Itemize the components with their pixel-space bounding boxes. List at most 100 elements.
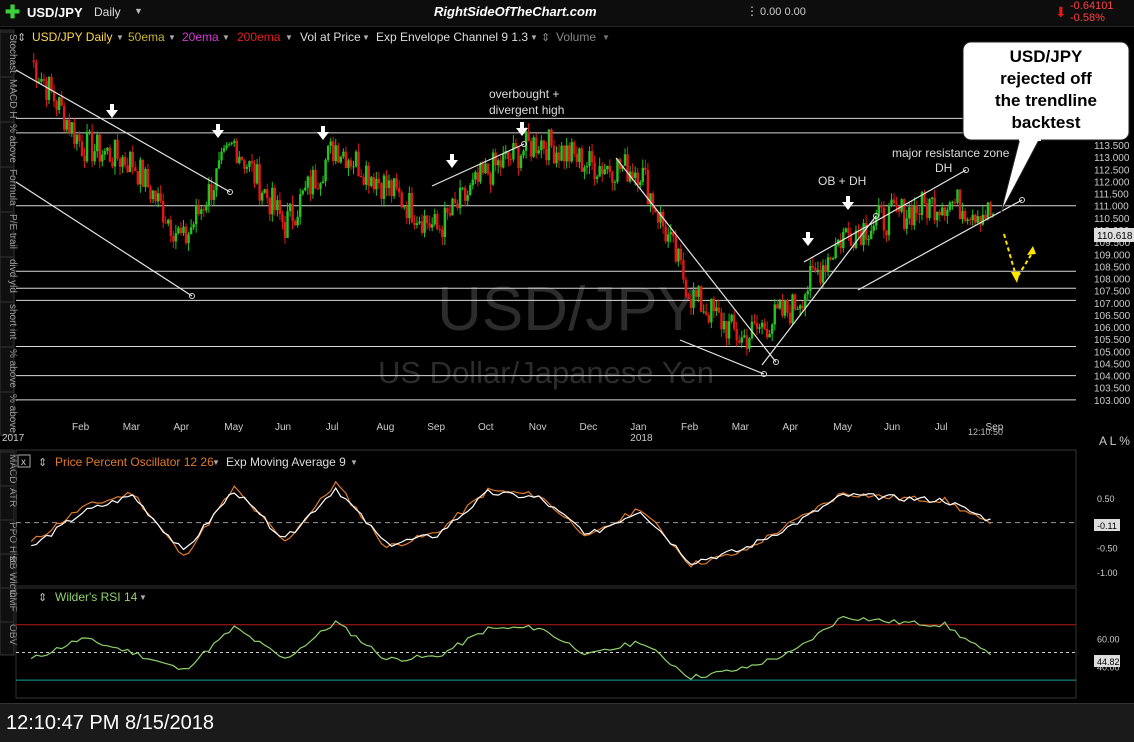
trendline-handle[interactable] bbox=[1019, 197, 1025, 203]
ema20-dropdown-icon[interactable]: ▼ bbox=[222, 33, 230, 42]
symbol-dropdown-icon[interactable]: ▼ bbox=[116, 33, 124, 42]
candle-body bbox=[801, 305, 804, 309]
volume-label[interactable]: Volume bbox=[556, 30, 596, 44]
candle-body bbox=[776, 304, 779, 309]
candle-body bbox=[928, 199, 931, 219]
candle-body bbox=[613, 181, 617, 183]
candle-body bbox=[123, 157, 127, 166]
candle-body bbox=[329, 141, 332, 146]
candle-body bbox=[641, 167, 645, 182]
candle-body bbox=[616, 158, 619, 182]
side-tab[interactable]: % above bbox=[7, 124, 18, 163]
candle-body bbox=[413, 222, 416, 226]
candle-body bbox=[529, 141, 533, 157]
volume-dropdown-icon[interactable]: ▼ bbox=[602, 33, 610, 42]
side-tab[interactable]: MACD H bbox=[7, 79, 18, 118]
down-arrow-head bbox=[446, 160, 458, 168]
ppo-title[interactable]: Price Percent Oscillator 12 26 bbox=[55, 455, 214, 469]
candle-body bbox=[98, 134, 101, 162]
candle-body bbox=[489, 173, 492, 185]
candle-body bbox=[253, 163, 256, 184]
trendline-handle[interactable] bbox=[773, 359, 779, 365]
interval-label[interactable]: Daily bbox=[94, 5, 121, 19]
trendline bbox=[15, 69, 231, 193]
candle-body bbox=[151, 190, 155, 200]
vol-label[interactable]: Vol at Price bbox=[300, 30, 361, 44]
ppo-dropdown-icon[interactable]: ▼ bbox=[212, 458, 220, 467]
annotation-dh: DH bbox=[935, 161, 952, 175]
candle-body bbox=[933, 197, 936, 221]
ppo-smoothing-dropdown-icon[interactable]: ▼ bbox=[350, 458, 358, 467]
candle-body bbox=[240, 156, 244, 160]
candle-body bbox=[535, 137, 538, 154]
trendline-handle[interactable] bbox=[873, 213, 879, 219]
candle-body bbox=[286, 211, 289, 238]
rsi-dropdown-icon[interactable]: ▼ bbox=[139, 593, 147, 602]
side-tab[interactable]: % above bbox=[7, 349, 18, 388]
candle-body bbox=[748, 338, 751, 349]
lower-tab[interactable]: ATR bbox=[7, 488, 18, 507]
add-symbol-icon[interactable]: ✚ bbox=[5, 2, 21, 22]
candle-body bbox=[735, 328, 738, 341]
side-tab-strip[interactable]: Stochast MACD H % above Formula P/E trail div… bbox=[0, 29, 18, 436]
side-tab[interactable]: short int bbox=[7, 304, 18, 340]
candle-body bbox=[169, 219, 172, 237]
candle-body bbox=[755, 323, 759, 329]
candle-body bbox=[791, 294, 794, 324]
main-symbol-label[interactable]: USD/JPY Daily bbox=[32, 30, 112, 44]
chart-svg: Stochast MACD H % above Formula P/E trail div… bbox=[0, 29, 1134, 699]
lower-tab[interactable]: OBV bbox=[7, 624, 18, 645]
scale-toggle[interactable]: A L % bbox=[1099, 434, 1130, 448]
ema20-label[interactable]: 20ema bbox=[182, 30, 219, 44]
ppo-smoothing[interactable]: Exp Moving Average 9 bbox=[226, 455, 346, 469]
menu-dots-icon[interactable]: ⋮ bbox=[746, 4, 758, 18]
candle-body bbox=[502, 153, 505, 168]
annotation-divergent: divergent high bbox=[489, 103, 564, 117]
ema200-dropdown-icon[interactable]: ▼ bbox=[285, 33, 293, 42]
candle-body bbox=[128, 151, 132, 173]
trendline-handle[interactable] bbox=[521, 141, 527, 147]
annotation-obdh: OB + DH bbox=[818, 174, 866, 188]
trendline-handle[interactable] bbox=[227, 189, 233, 195]
candle-body bbox=[968, 219, 972, 221]
candle-body bbox=[798, 305, 802, 309]
down-arrow-head bbox=[212, 130, 224, 138]
candle-body bbox=[974, 214, 977, 223]
envelope-label[interactable]: Exp Envelope Channel 9 1.3 bbox=[376, 30, 528, 44]
trendline-handle[interactable] bbox=[189, 293, 195, 299]
side-tab[interactable]: Stochast bbox=[7, 34, 18, 73]
trendline-handle[interactable] bbox=[761, 371, 767, 377]
lower-tab[interactable]: CMF bbox=[7, 590, 18, 612]
candle-body bbox=[235, 140, 238, 163]
lower-tab[interactable]: PPO Hist bbox=[7, 522, 18, 563]
lower-tab[interactable]: BB Width bbox=[7, 556, 18, 598]
candle-body bbox=[451, 198, 454, 216]
candle-body bbox=[585, 166, 589, 168]
side-tab[interactable]: P/E trail bbox=[7, 214, 18, 249]
side-tab[interactable]: % above bbox=[7, 394, 18, 433]
candle-body bbox=[717, 307, 721, 313]
vol-dropdown-icon[interactable]: ▼ bbox=[362, 33, 370, 42]
side-tab[interactable]: divd yld bbox=[7, 259, 18, 293]
side-tab[interactable]: Formula bbox=[7, 169, 18, 206]
volume-handle-icon[interactable]: ⇕ bbox=[541, 32, 550, 44]
rsi-handle-icon[interactable]: ⇕ bbox=[38, 592, 47, 604]
candle-body bbox=[309, 176, 312, 195]
ema50-label[interactable]: 50ema bbox=[128, 30, 165, 44]
interval-dropdown-icon[interactable]: ▼ bbox=[134, 6, 143, 16]
trendline-handle[interactable] bbox=[963, 167, 969, 173]
candle-body bbox=[918, 213, 921, 215]
rsi-title[interactable]: Wilder's RSI 14 bbox=[55, 590, 138, 604]
ema50-dropdown-icon[interactable]: ▼ bbox=[168, 33, 176, 42]
ema200-label[interactable]: 200ema bbox=[237, 30, 281, 44]
panel-handle-icon[interactable]: ⇕ bbox=[17, 32, 26, 44]
lower-tab[interactable]: MACD bbox=[7, 454, 18, 483]
candle-body bbox=[712, 298, 716, 312]
ppo-close-icon[interactable] bbox=[17, 454, 31, 468]
ppo-handle-icon[interactable]: ⇕ bbox=[38, 457, 47, 469]
candle-body bbox=[463, 187, 467, 201]
envelope-dropdown-icon[interactable]: ▼ bbox=[530, 33, 538, 42]
candle-body bbox=[167, 219, 170, 224]
symbol-label[interactable]: USD/JPY bbox=[27, 5, 83, 20]
